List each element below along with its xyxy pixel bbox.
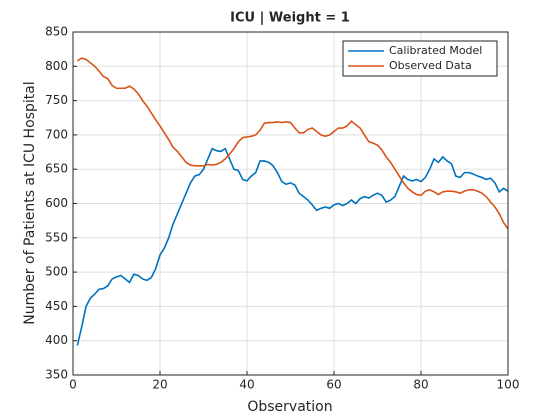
legend-label: Calibrated Model	[389, 44, 482, 57]
x-tick-label: 0	[69, 378, 77, 392]
y-tick-label: 450	[45, 299, 68, 313]
x-tick-label: 20	[152, 378, 167, 392]
y-tick-label: 750	[45, 93, 68, 107]
y-axis-label: Number of Patients at ICU Hospital	[22, 81, 38, 324]
x-tick-label: 80	[413, 378, 428, 392]
y-tick-label: 600	[45, 196, 68, 210]
y-tick-label: 500	[45, 265, 68, 279]
x-tick-label: 100	[497, 378, 520, 392]
chart-title: ICU | Weight = 1	[230, 11, 350, 26]
y-tick-label: 850	[45, 25, 68, 39]
y-tick-label: 800	[45, 59, 68, 73]
y-tick-label: 700	[45, 127, 68, 141]
x-axis-label: Observation	[247, 399, 332, 415]
x-tick-label: 60	[326, 378, 341, 392]
y-tick-label: 650	[45, 162, 68, 176]
data-line	[76, 147, 509, 346]
lines	[76, 57, 509, 346]
legend-label: Observed Data	[389, 59, 472, 72]
data-line	[76, 57, 509, 230]
y-tick-label: 350	[45, 368, 68, 382]
y-tick-label: 400	[45, 333, 68, 347]
legend: Calibrated Model Observed Data	[342, 40, 498, 77]
y-tick-label: 550	[45, 230, 68, 244]
x-tick-label: 40	[239, 378, 254, 392]
legend-box	[342, 40, 498, 77]
